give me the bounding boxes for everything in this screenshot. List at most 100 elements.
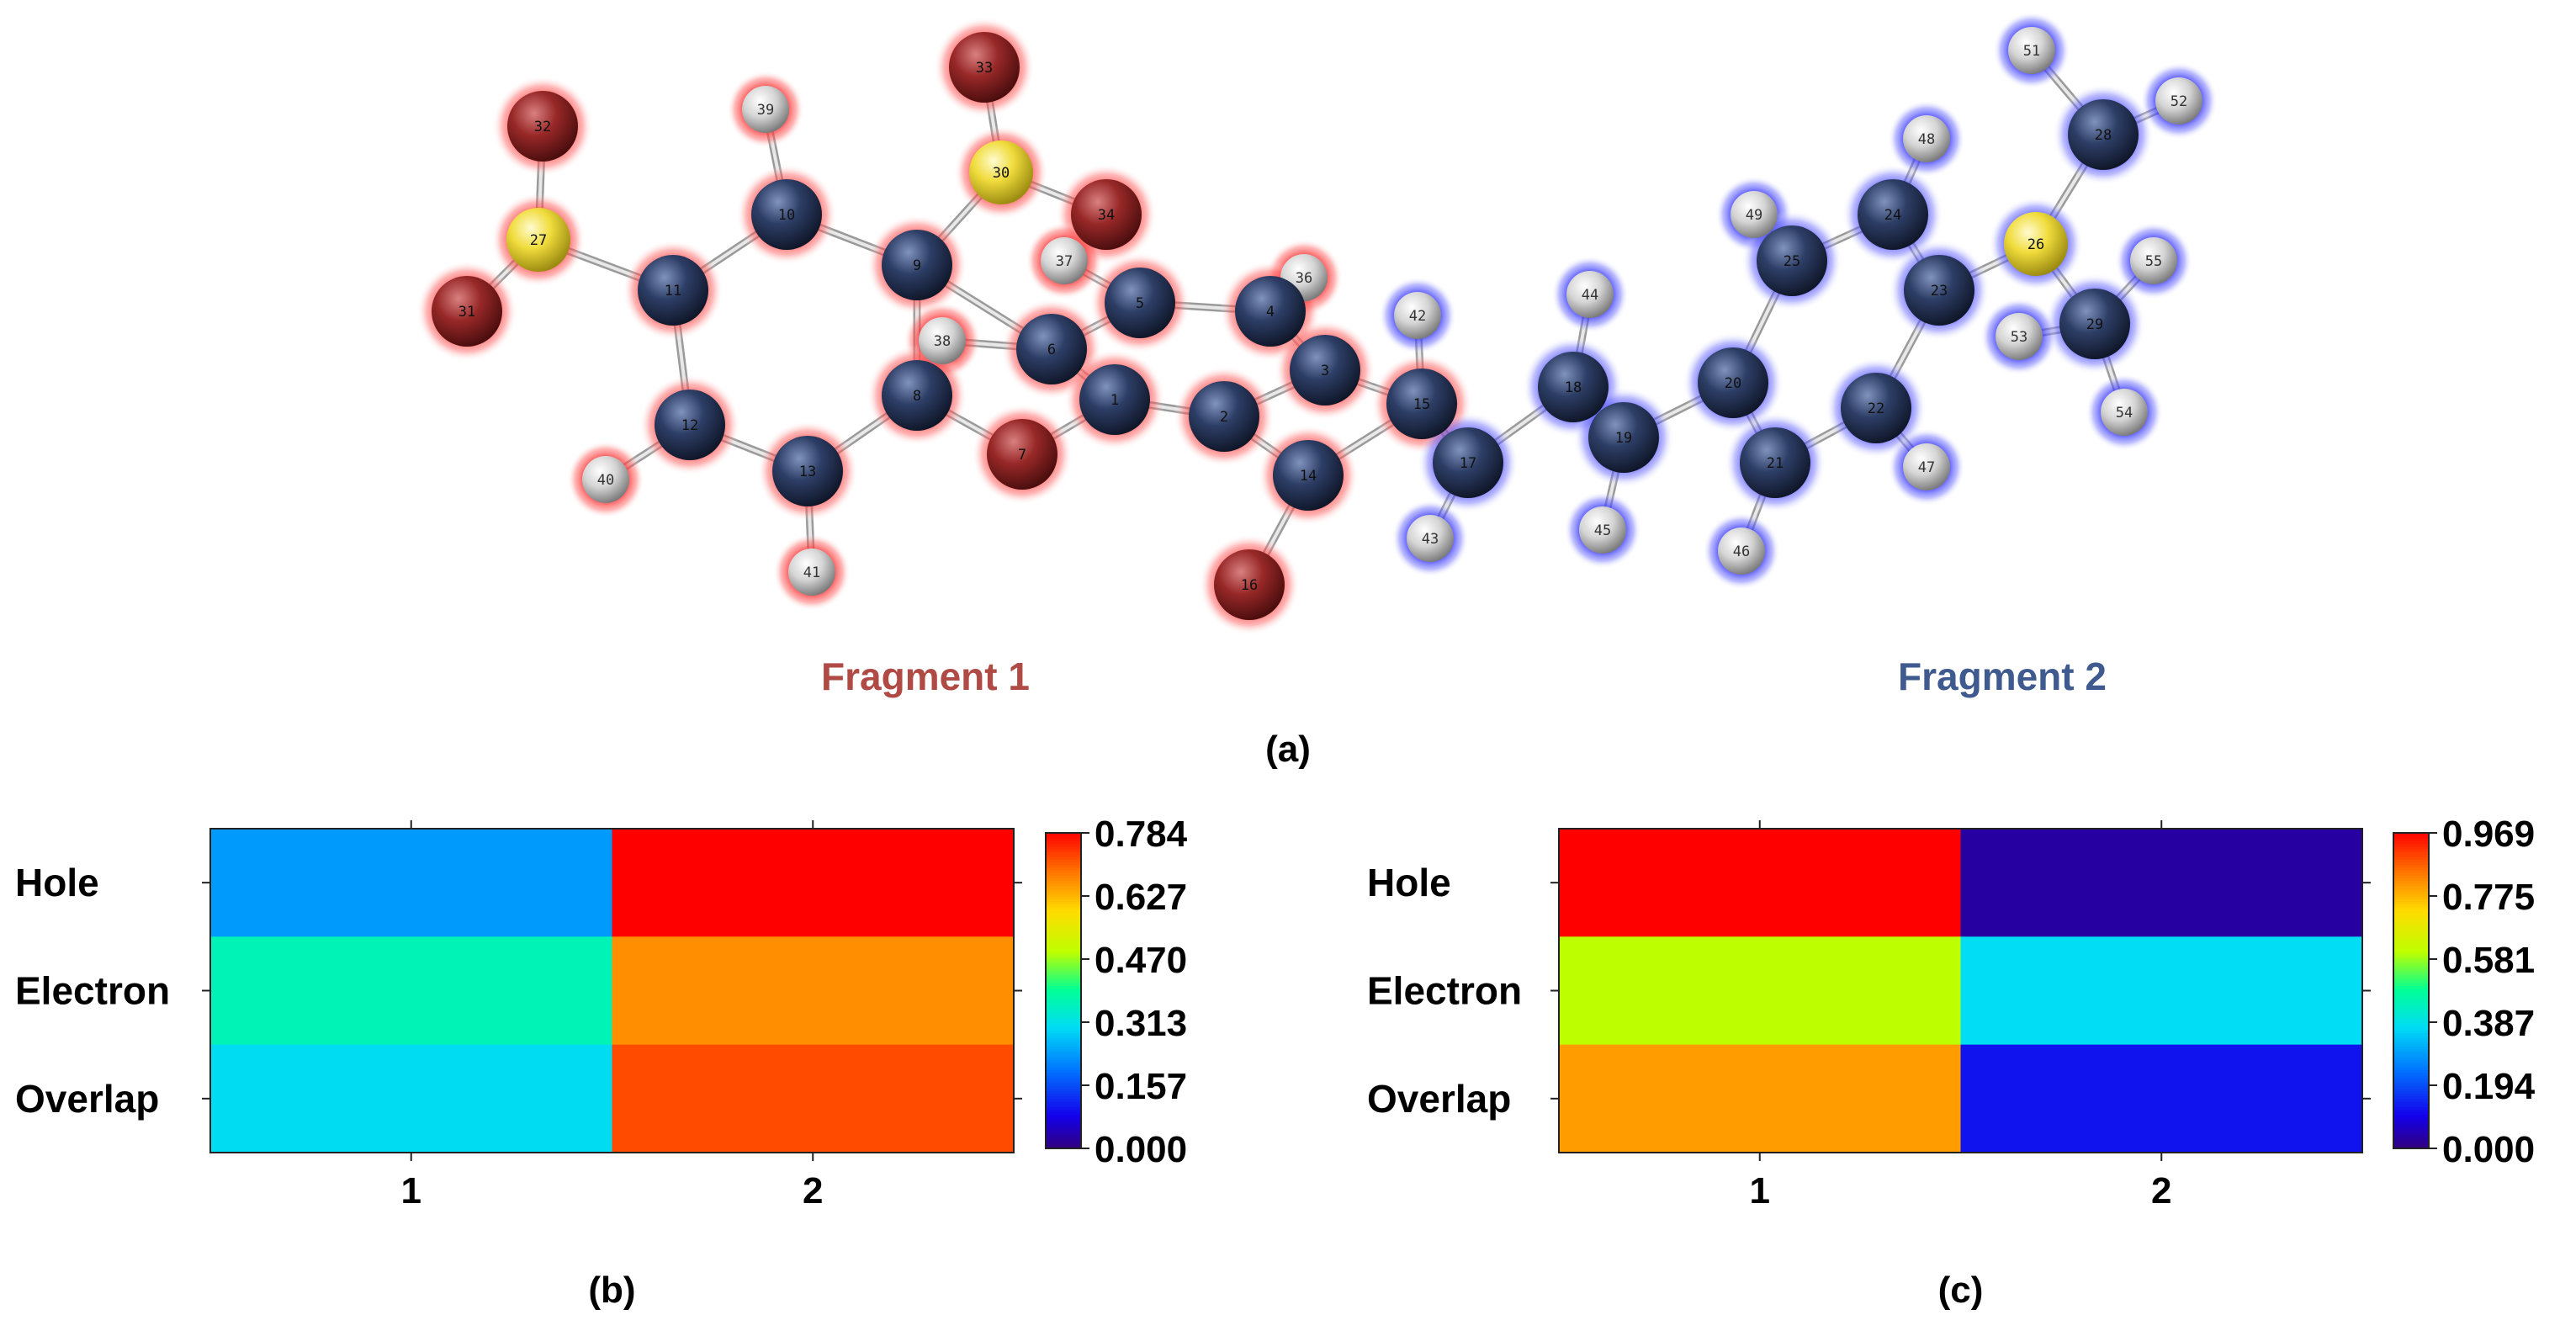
colorbar-segment: [2393, 956, 2429, 960]
colorbar-segment: [1046, 1114, 1081, 1118]
atom-38: 38: [919, 317, 966, 364]
heatmap-cell-hole-1: [210, 829, 612, 937]
colorbar-segment: [2393, 1142, 2429, 1147]
atom-sphere: [1904, 255, 1974, 326]
atom-52: 52: [2155, 77, 2202, 125]
colorbar-segment: [2393, 993, 2429, 997]
colorbar-segment: [2393, 1053, 2429, 1058]
colorbar-segment: [2393, 1085, 2429, 1089]
atom-sphere: [1757, 225, 1827, 296]
colorbar-segment: [1046, 899, 1081, 903]
colorbar-segment: [1046, 1116, 1081, 1121]
colorbar-segment: [1046, 1124, 1081, 1128]
colorbar-segment: [1046, 1093, 1081, 1097]
atom-number: 42: [1409, 308, 1426, 325]
colorbar-segment: [1046, 856, 1081, 861]
colorbar-segment: [1046, 1014, 1081, 1018]
colorbar-segment: [2393, 864, 2429, 868]
heatmap-cell-hole-1: [1559, 829, 1961, 937]
colorbar-segment: [2393, 1124, 2429, 1128]
colorbar-segment: [2393, 1001, 2429, 1005]
colorbar-segment: [1046, 840, 1081, 845]
colorbar-segment: [1046, 1056, 1081, 1060]
colorbar-segment: [2393, 1103, 2429, 1107]
colorbar-segment: [2393, 977, 2429, 981]
row-label: Overlap: [15, 1077, 159, 1121]
atom-3: 3: [1290, 335, 1360, 406]
colorbar-segment: [1046, 1130, 1081, 1134]
colorbar-segment: [1046, 1011, 1081, 1015]
atom-number: 2: [1220, 409, 1228, 426]
atom-2: 2: [1189, 381, 1259, 452]
colorbar-segment: [2393, 904, 2429, 908]
colorbar-segment: [2393, 1046, 2429, 1050]
atom-43: 43: [1407, 515, 1454, 562]
atom-sphere: [1996, 313, 2043, 360]
colorbar-segment: [1046, 1009, 1081, 1013]
row-label: Hole: [1367, 861, 1451, 904]
colorbar-segment: [2393, 1114, 2429, 1118]
colorbar-segment: [1046, 1140, 1081, 1144]
atom-sphere: [2101, 389, 2148, 436]
row-label: Hole: [15, 861, 99, 904]
atom-sphere: [506, 208, 570, 272]
colorbar-segment: [1046, 1006, 1081, 1010]
colorbar-tick-label: 0.470: [1095, 940, 1187, 981]
atom-number: 31: [458, 304, 475, 321]
atom-number: 32: [534, 119, 551, 135]
colorbar-segment: [2393, 1056, 2429, 1060]
colorbar-segment: [2393, 835, 2429, 840]
atom-45: 45: [1579, 506, 1626, 554]
colorbar-segment: [1046, 896, 1081, 899]
atom-number: 36: [1296, 270, 1312, 287]
colorbar-segment: [1046, 977, 1081, 981]
colorbar-segment: [2393, 1088, 2429, 1092]
atom-sphere: [638, 255, 708, 326]
colorbar-frame: [2393, 832, 2430, 1149]
row-label: Overlap: [1367, 1077, 1511, 1121]
colorbar-segment: [1046, 1135, 1081, 1139]
atom-sphere: [1698, 347, 1768, 418]
colorbar-segment: [2393, 927, 2429, 931]
colorbar-segment: [2393, 869, 2429, 873]
colorbar-segment: [1046, 1119, 1081, 1123]
colorbar-tick-label: 0.969: [2442, 814, 2535, 855]
colorbar-segment: [1046, 1001, 1081, 1005]
atom-sphere: [1105, 268, 1175, 338]
heatmap-cell-electron-1: [1559, 936, 1961, 1046]
atom-sphere: [1214, 549, 1285, 620]
atom-sphere: [882, 230, 952, 300]
atom-sphere: [1903, 115, 1950, 162]
atom-number: 54: [2116, 405, 2133, 421]
colorbar-segment: [1046, 880, 1081, 884]
colorbar-segment: [2393, 867, 2429, 871]
atom-31: 31: [432, 276, 502, 347]
colorbar-segment: [1046, 1043, 1081, 1047]
colorbar-segment: [2393, 1072, 2429, 1076]
colorbar-segment: [1046, 974, 1081, 978]
atom-37: 37: [1041, 237, 1088, 284]
atom-sphere: [969, 140, 1033, 204]
colorbar-segment: [1046, 1064, 1081, 1068]
colorbar-segment: [1046, 872, 1081, 876]
colorbar-segment: [1046, 1037, 1081, 1042]
colorbar-segment: [1046, 1106, 1081, 1110]
colorbar-segment: [1046, 969, 1081, 973]
colorbar-segment: [2393, 1051, 2429, 1055]
colorbar-segment: [1046, 838, 1081, 842]
colorbar-segment: [2393, 1069, 2429, 1073]
fragment-1-label: Fragment 1: [821, 655, 1030, 698]
colorbar-segment: [2393, 1011, 2429, 1015]
colorbar-segment: [2393, 1116, 2429, 1121]
atom-number: 49: [1746, 207, 1762, 224]
colorbar-segment: [1046, 938, 1081, 941]
atom-27: 27: [506, 208, 570, 272]
atom-17: 17: [1433, 427, 1503, 498]
colorbar-segment: [1046, 1121, 1081, 1126]
colorbar-segment: [2393, 846, 2429, 850]
colorbar-segment: [2393, 938, 2429, 941]
atom-sphere: [1189, 381, 1259, 452]
colorbar-segment: [2393, 1035, 2429, 1039]
atom-55: 55: [2130, 237, 2177, 284]
colorbar-segment: [1046, 1040, 1081, 1044]
